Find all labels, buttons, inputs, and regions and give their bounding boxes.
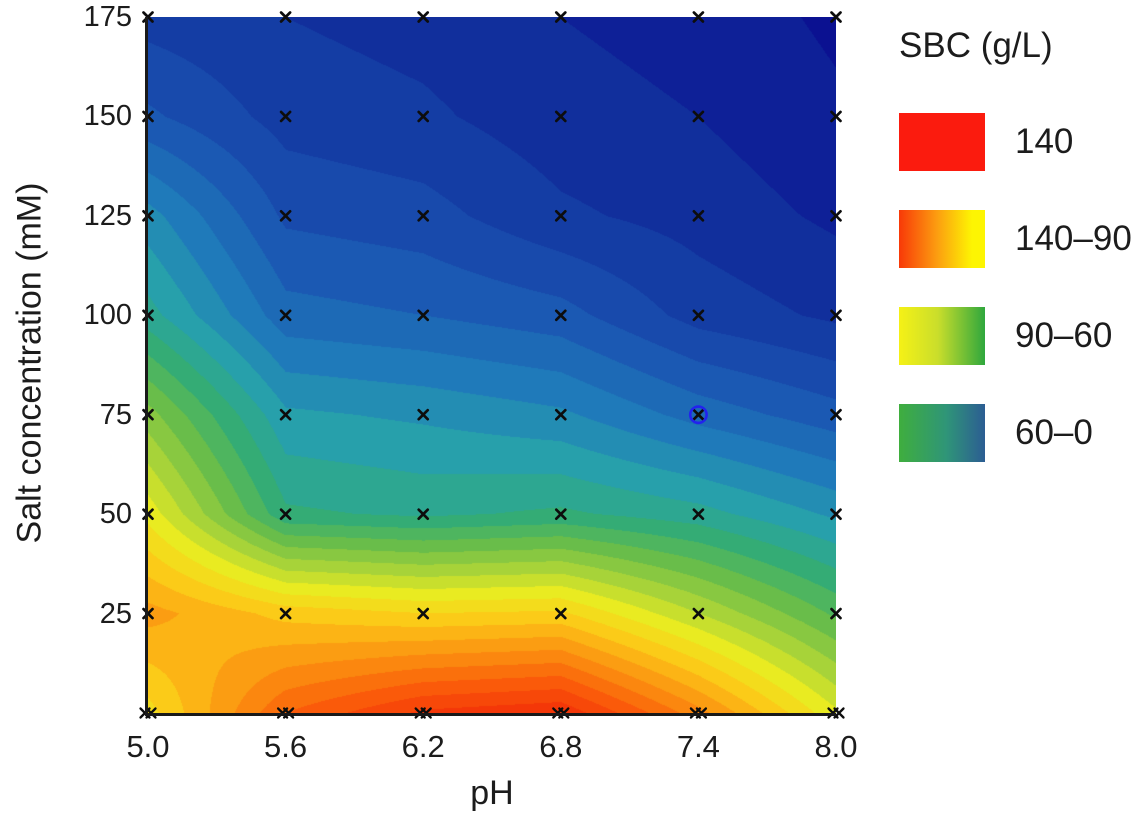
- legend-swatch-140-90: [899, 210, 985, 268]
- x-marker: [554, 408, 567, 421]
- x-tick-label: 8.0: [814, 729, 858, 764]
- x-tick-label: 6.8: [539, 729, 583, 764]
- x-marker: [554, 607, 567, 620]
- x-marker: [554, 309, 567, 322]
- legend-label-60-0: 60–0: [1015, 413, 1093, 452]
- legend-label-90-60: 90–60: [1015, 316, 1113, 355]
- x-marker: [833, 707, 845, 719]
- y-axis-line: [145, 17, 148, 716]
- x-marker: [830, 607, 842, 620]
- legend-item-60-0: 60–0: [897, 404, 1142, 462]
- x-marker: [279, 508, 292, 520]
- x-tick-label: 5.6: [264, 729, 308, 764]
- x-marker: [830, 11, 842, 23]
- x-marker: [279, 309, 292, 322]
- x-marker: [279, 607, 292, 620]
- x-marker: [279, 11, 292, 23]
- y-tick-label: 175: [83, 1, 132, 33]
- x-marker: [554, 210, 567, 222]
- x-marker: [417, 408, 430, 421]
- x-marker: [417, 210, 430, 222]
- x-marker: [554, 110, 567, 123]
- y-tick-label: 100: [83, 299, 132, 332]
- x-marker: [830, 408, 842, 421]
- x-marker: [417, 309, 430, 322]
- x-marker: [830, 210, 842, 222]
- x-marker: [279, 110, 292, 123]
- x-marker: [692, 110, 705, 123]
- x-axis-line: [145, 713, 836, 716]
- x-marker: [417, 508, 430, 520]
- x-marker: [692, 309, 705, 322]
- x-marker: [417, 607, 430, 620]
- legend-swatch-140: [899, 113, 985, 171]
- legend-swatch-60-0: [899, 404, 985, 462]
- y-tick-label: 150: [83, 100, 132, 133]
- contour-plot-canvas: [148, 17, 836, 713]
- x-marker: [692, 210, 705, 222]
- x-marker: [830, 110, 842, 123]
- x-marker: [417, 110, 430, 123]
- x-tick-label: 5.0: [126, 729, 170, 764]
- data-point-markers-overlay: [139, 11, 845, 719]
- x-marker: [692, 607, 705, 620]
- x-marker: [830, 508, 842, 520]
- x-marker: [830, 309, 842, 322]
- x-marker: [692, 408, 705, 421]
- y-tick-label: 25: [99, 597, 132, 630]
- x-marker: [279, 408, 292, 421]
- legend-item-90-60: 90–60: [897, 307, 1142, 365]
- y-tick-label: 50: [99, 498, 132, 531]
- x-marker: [692, 11, 705, 23]
- x-tick-label: 7.4: [676, 729, 720, 764]
- x-marker: [554, 508, 567, 520]
- y-tick-label: 125: [83, 199, 132, 232]
- x-marker: [417, 11, 430, 23]
- legend-title: SBC (g/L): [899, 26, 1053, 65]
- x-marker: [692, 508, 705, 520]
- x-tick-label: 6.2: [401, 729, 445, 764]
- legend-label-140-90: 140–90: [1015, 219, 1132, 258]
- highlighted-point-ring: [688, 405, 708, 425]
- x-axis-title: pH: [470, 774, 514, 812]
- legend-item-140-90: 140–90: [897, 210, 1142, 268]
- legend-swatch-90-60: [899, 307, 985, 365]
- y-tick-label: 75: [99, 398, 132, 431]
- legend: SBC (g/L) 140 140–90 90–60 60–0: [897, 26, 1142, 496]
- plot-area: [139, 11, 845, 719]
- x-marker: [554, 11, 567, 23]
- x-marker: [279, 210, 292, 222]
- y-axis-title: Salt concentration (mM): [10, 182, 49, 544]
- legend-item-140: 140: [897, 113, 1142, 171]
- legend-label-140: 140: [1015, 122, 1074, 161]
